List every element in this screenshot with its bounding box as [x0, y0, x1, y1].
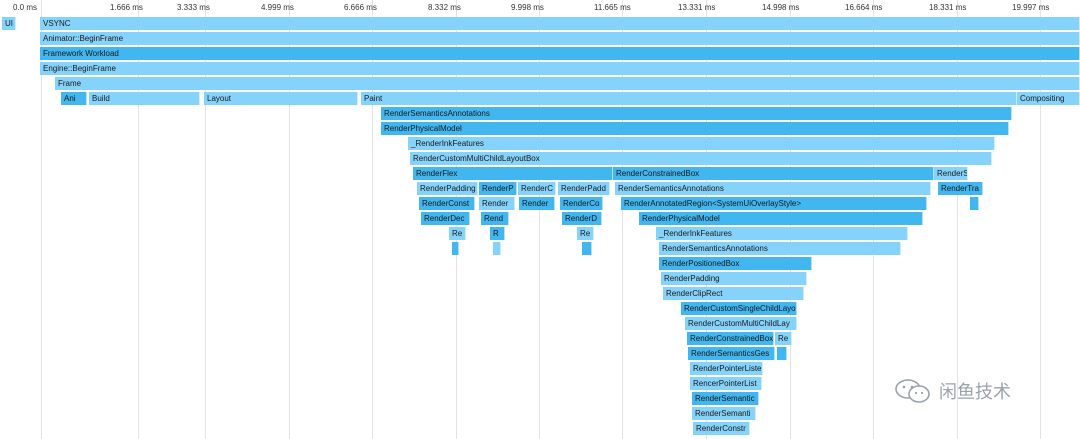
flame-bar[interactable]: RenderSemanticsAnnotations [615, 182, 931, 195]
flame-bar[interactable]: RenderAnnotatedRegion<SystemUiOverlaySty… [621, 197, 927, 210]
flame-bar[interactable]: RenderCustomSingleChildLayo [681, 302, 797, 315]
flame-bar[interactable]: RenderClipRect [663, 287, 804, 300]
flame-bar[interactable]: RenderFlex [413, 167, 613, 180]
tick-label: 1.666 ms [110, 3, 143, 12]
flame-bar[interactable]: Ani [61, 92, 87, 105]
tick-label: 13.331 ms [678, 3, 716, 12]
flame-bar[interactable]: RenderSemanticsAnnotations [659, 242, 901, 255]
flame-bar[interactable]: Build [89, 92, 200, 105]
flame-bar[interactable]: RenderConstrainedBox [687, 332, 774, 345]
tick-label: 0.0 ms [13, 3, 38, 12]
tick-label: 18.331 ms [929, 3, 967, 12]
flame-bar[interactable]: Re [775, 332, 792, 345]
flame-bar[interactable]: Frame [55, 77, 1080, 90]
tick-label: 3.333 ms [177, 3, 210, 12]
flame-bar[interactable]: RenderSemantic [692, 392, 759, 405]
flame-bar[interactable]: RenderTra [938, 182, 983, 195]
flame-bar[interactable]: RenderSemanticsGes [688, 347, 775, 360]
flame-bar[interactable]: _RenderInkFeatures [408, 137, 995, 150]
flame-bar[interactable]: Re [577, 227, 594, 240]
flame-bar[interactable]: RenderConst [419, 197, 475, 210]
flame-bar[interactable]: RenderPadd [558, 182, 610, 195]
tick-label: 6.666 ms [344, 3, 377, 12]
tick-label: 16.664 ms [845, 3, 883, 12]
flame-bar[interactable]: RenderPhysicalModel [639, 212, 923, 225]
flame-bar[interactable]: Paint [361, 92, 1017, 105]
flame-bar[interactable]: RenderSemanti [692, 407, 756, 420]
flame-bar[interactable]: Animator::BeginFrame [40, 32, 1080, 45]
flame-bar[interactable]: RenderPadding [661, 272, 807, 285]
gridline [372, 0, 373, 439]
tick-label: 9.998 ms [511, 3, 544, 12]
tick-label: 4.999 ms [261, 3, 294, 12]
flame-bar[interactable]: VSYNC [40, 17, 1080, 30]
flame-bar[interactable]: RenderPointerListe [690, 362, 763, 375]
flame-bar[interactable] [452, 242, 459, 255]
flame-bar[interactable]: RenderD [562, 212, 602, 225]
flame-bar[interactable]: RenderConstr [693, 422, 750, 435]
watermark: 闲鱼技术 [893, 378, 1011, 404]
tick-label: 11.665 ms [594, 3, 631, 12]
flame-bar[interactable]: RenderStack [934, 167, 968, 180]
gridline [622, 0, 623, 439]
flame-bar[interactable]: R [490, 227, 505, 240]
tick-label: 8.332 ms [428, 3, 461, 12]
flame-bar[interactable]: RenderSemanticsAnnotations [381, 107, 1012, 120]
flame-bar[interactable]: RenderDec [421, 212, 470, 225]
flame-bar[interactable]: RenderPhysicalModel [381, 122, 1009, 135]
tick-label: 19.997 ms [1012, 3, 1050, 12]
flame-bar[interactable]: RenderCo [560, 197, 603, 210]
flame-bar[interactable]: RenderCustomMultiChildLayoutBox [410, 152, 992, 165]
flame-bar[interactable]: RenderPadding [417, 182, 478, 195]
flame-bar[interactable]: RenderConstrainedBox [613, 167, 934, 180]
gridline [138, 0, 139, 439]
gridline [41, 0, 42, 439]
flame-bar[interactable]: _RenderInkFeatures [656, 227, 908, 240]
flame-bar[interactable]: Render [519, 197, 555, 210]
flame-bar[interactable] [493, 242, 501, 255]
flame-bar[interactable]: Framework Workload [40, 47, 1080, 60]
gridline [289, 0, 290, 439]
flame-bar[interactable] [777, 347, 787, 360]
flame-bar[interactable]: RenderCustomMultiChildLay [685, 317, 797, 330]
flame-bar[interactable]: Render [479, 197, 515, 210]
gridline [957, 0, 958, 439]
flame-bar[interactable]: Engine::BeginFrame [40, 62, 1080, 75]
flame-bar[interactable]: RenderPositionedBox [659, 257, 812, 270]
flame-bar[interactable]: Layout [204, 92, 358, 105]
flame-bar[interactable]: Rend [481, 212, 509, 225]
gridline [1040, 0, 1041, 439]
flame-bar[interactable]: RencerPointerList [690, 377, 762, 390]
tick-label: 14.998 ms [762, 3, 800, 12]
wechat-icon [895, 379, 930, 403]
flame-bar[interactable] [970, 197, 979, 210]
flame-bar[interactable]: UI [2, 17, 16, 30]
flame-bar[interactable]: RenderC [518, 182, 556, 195]
flame-bar[interactable] [582, 242, 592, 255]
flame-bar[interactable]: Compositing [1017, 92, 1080, 105]
gridline [205, 0, 206, 439]
flame-bar[interactable]: RenderP [479, 182, 517, 195]
gridline [539, 0, 540, 439]
flame-bar[interactable]: Re [449, 227, 466, 240]
watermark-text: 闲鱼技术 [939, 382, 1011, 402]
